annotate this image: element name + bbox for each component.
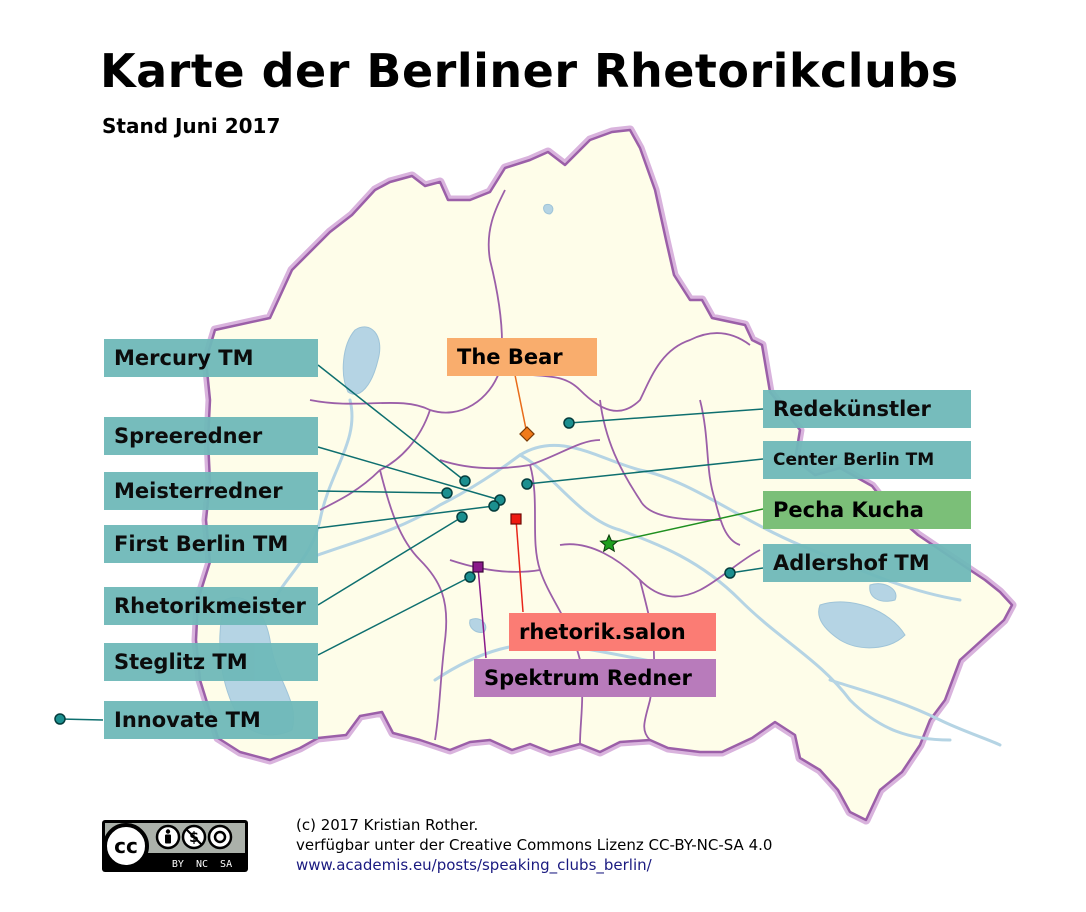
marker-innovate-tm [54,713,66,725]
credit-copyright: (c) 2017 Kristian Rother. [296,816,479,834]
club-label-spektrum-redner: Spektrum Redner [474,659,716,697]
club-label-steglitz-tm: Steglitz TM [104,643,318,681]
club-label-mercury-tm: Mercury TM [104,339,318,377]
marker-rhetorikmeister [456,511,468,523]
credit-url-link[interactable]: www.academis.eu/posts/speaking_clubs_ber… [296,856,652,874]
berlin-outline [191,125,1017,825]
club-label-first-berlin-tm: First Berlin TM [104,525,318,563]
marker-steglitz-tm [464,571,476,583]
marker-pecha-kucha [599,533,619,553]
club-label-the-bear: The Bear [447,338,597,376]
club-label-center-berlin-tm: Center Berlin TM [763,441,971,479]
club-label-rhetorik-salon: rhetorik.salon [509,613,716,651]
club-label-redekuenstler: Redekünstler [763,390,971,428]
club-label-pecha-kucha: Pecha Kucha [763,491,971,529]
cc-license-terms: BY NC SA [172,859,232,870]
marker-the-bear [519,426,535,442]
creative-commons-logo: cc $ BY NC SA [102,820,248,872]
page-title: Karte der Berliner Rhetorikclubs [100,44,959,98]
club-label-adlershof-tm: Adlershof TM [763,544,971,582]
club-label-spreeredner: Spreeredner [104,417,318,455]
club-label-innovate-tm: Innovate TM [104,701,318,739]
marker-redekuenstler [563,417,575,429]
marker-center-berlin-tm [521,478,533,490]
cc-logo-mark: cc [114,834,138,858]
marker-first-berlin-tm [488,500,500,512]
club-label-meisterredner: Meisterredner [104,472,318,510]
club-label-rhetorikmeister: Rhetorikmeister [104,587,318,625]
marker-meisterredner [441,487,453,499]
marker-adlershof-tm [724,567,736,579]
sa-icon [207,824,233,850]
page-subtitle: Stand Juni 2017 [102,114,281,138]
club-markers [54,417,736,725]
leader-lines [59,364,764,721]
marker-rhetorik-salon [510,513,522,525]
credit-license: verfügbar unter der Creative Commons Liz… [296,836,773,854]
marker-spektrum-redner [472,561,484,573]
marker-mercury-tm [459,475,471,487]
